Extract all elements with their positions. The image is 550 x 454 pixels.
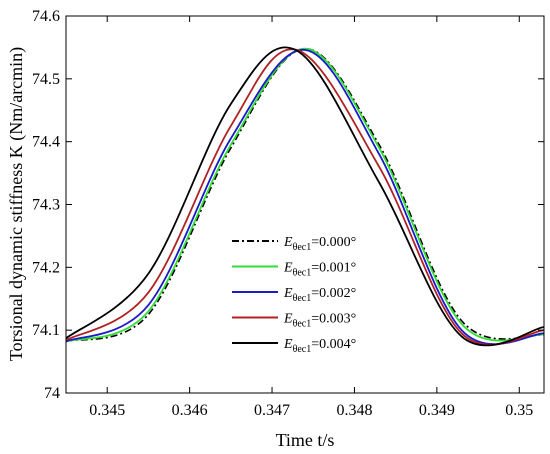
- x-tick-label: 0.349: [419, 402, 455, 419]
- x-tick-label: 0.348: [336, 402, 372, 419]
- y-tick-label: 74: [44, 385, 60, 402]
- legend-entry-2: Eθec1=0.002°: [283, 286, 356, 304]
- x-axis-ticks: 0.345 0.346 0.347 0.348 0.349 0.35: [89, 16, 533, 419]
- series-line-2: [66, 49, 544, 346]
- legend-entry-1: Eθec1=0.001°: [283, 261, 356, 279]
- y-tick-label: 74.1: [32, 322, 60, 339]
- y-axis-ticks: 74 74.1 74.2 74.3 74.4 74.5 74.6: [32, 8, 544, 402]
- y-tick-label: 74.4: [32, 134, 60, 151]
- legend-entry-3: Eθec1=0.003°: [283, 312, 356, 330]
- x-tick-label: 0.35: [505, 402, 533, 419]
- legend-entry-4: Eθec1=0.004°: [283, 337, 356, 355]
- series-layer: [66, 46, 544, 347]
- y-tick-label: 74.2: [32, 259, 60, 276]
- y-tick-label: 74.5: [32, 71, 60, 88]
- y-axis-label: Torsional dynamic stiffness K (Nm/arcmin…: [6, 47, 27, 361]
- series-line-1: [66, 47, 544, 343]
- x-axis-label: Time t/s: [276, 430, 335, 450]
- x-tick-label: 0.345: [89, 402, 125, 419]
- legend: Eθec1=0.000° Eθec1=0.001° Eθec1=0.002° Eθec…: [232, 235, 356, 355]
- y-tick-label: 74.3: [32, 197, 60, 214]
- legend-entry-0: Eθec1=0.000°: [283, 235, 356, 253]
- x-tick-label: 0.346: [172, 402, 208, 419]
- series-line-4: [66, 46, 544, 347]
- x-tick-label: 0.347: [254, 402, 290, 419]
- y-tick-label: 74.6: [32, 8, 60, 25]
